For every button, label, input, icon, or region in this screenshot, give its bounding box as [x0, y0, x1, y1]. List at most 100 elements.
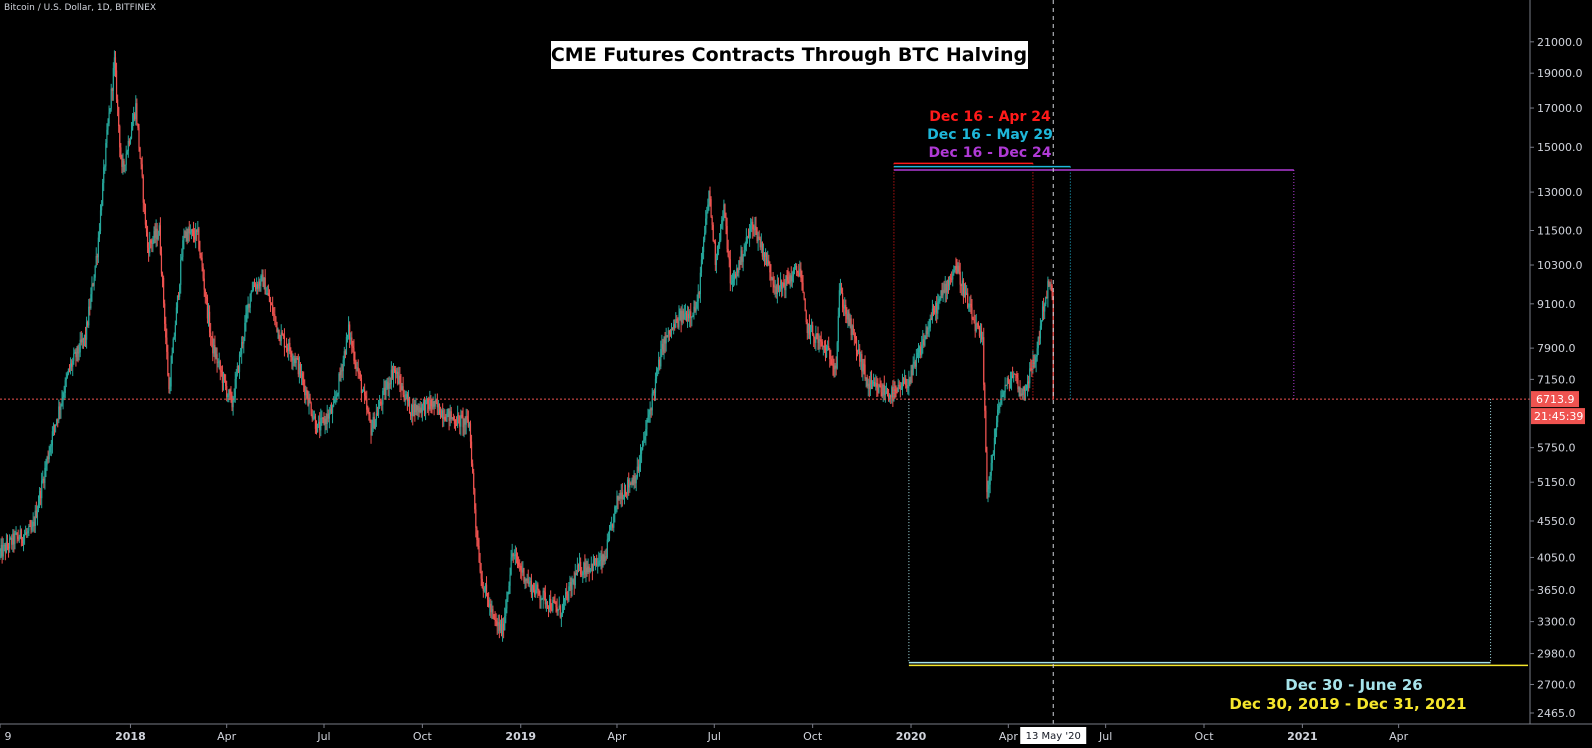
candle-body [765, 252, 767, 257]
candle-body [633, 475, 635, 486]
candle-body [17, 536, 19, 539]
candle-body [423, 401, 426, 414]
candle-body [227, 395, 229, 397]
candle-body [91, 284, 93, 295]
candle-body [867, 383, 869, 387]
candle-body [976, 323, 978, 325]
candle-body [526, 578, 528, 581]
candle-body [907, 386, 909, 389]
candle-body [726, 225, 728, 250]
candle-body [905, 378, 907, 386]
candle-body [963, 291, 966, 298]
candle-body [928, 327, 930, 329]
candle-body [1023, 386, 1025, 391]
candle-body [377, 408, 380, 416]
candle-body [884, 393, 886, 395]
candle-body [191, 229, 194, 231]
candle-body [333, 402, 335, 407]
candle-body [775, 286, 777, 294]
candle-body [807, 323, 809, 333]
candle-body [176, 295, 179, 308]
candle-body [46, 457, 48, 466]
candle-body [162, 277, 165, 304]
candle-body [838, 290, 840, 317]
candle-body [152, 239, 154, 245]
candle-body [131, 121, 134, 131]
candle-body [946, 280, 948, 293]
candle-body [866, 377, 868, 387]
candle-body [550, 598, 552, 610]
candle-body [777, 283, 780, 290]
candle-body [454, 423, 457, 425]
candle-body [79, 339, 81, 353]
candle-body [720, 224, 722, 241]
candle-body [207, 311, 210, 319]
candle-body [580, 561, 582, 575]
candle-body [355, 363, 357, 369]
time-axis[interactable]: 9 2018 Apr Jul Oct 2019 Apr Jul Oct 2020 Apr Jul Oct… [0, 723, 1592, 743]
candle-body [985, 410, 987, 452]
candle-body [895, 389, 897, 392]
candle-body [210, 332, 212, 337]
candle-body [229, 389, 231, 394]
candle-body [876, 383, 878, 388]
price-axis[interactable]: 21000.0 19000.0 17000.0 15000.0 13000.0 11500… [1529, 0, 1583, 724]
candle-body [160, 253, 163, 274]
candle-body [651, 393, 653, 411]
candle-body [182, 240, 184, 257]
candle-body [480, 571, 482, 579]
candle-body [880, 386, 882, 393]
candle-body [285, 346, 288, 348]
candle-body [1012, 375, 1014, 379]
candle-body [821, 341, 823, 347]
candle-body [546, 601, 549, 607]
candle-body [1025, 388, 1028, 390]
candle-body [219, 361, 221, 371]
candle-body [829, 350, 831, 359]
candle-body [601, 555, 603, 566]
candle-body [835, 365, 837, 369]
candle-body [1016, 374, 1018, 378]
candle-body [159, 225, 161, 254]
candle-body [927, 327, 929, 334]
candle-body [495, 619, 497, 622]
candle-body [733, 274, 736, 280]
candle-body [445, 420, 447, 422]
price-tick-label: 21000.0 [1537, 36, 1583, 49]
candle-body [585, 567, 587, 575]
candle-body [1038, 337, 1040, 339]
candle-body [503, 623, 505, 631]
time-tick-label: Oct [413, 730, 433, 743]
candle-body [185, 231, 187, 237]
candle-body [613, 513, 615, 528]
candle-body [433, 401, 435, 407]
candle-body [815, 334, 817, 343]
candle-body [486, 592, 489, 600]
candle-body [16, 532, 18, 537]
candle-body [1048, 281, 1050, 286]
candle-body [861, 354, 863, 372]
candle-body [549, 598, 551, 609]
candle-body [531, 585, 534, 595]
candle-body [267, 293, 269, 296]
candle-body [351, 337, 353, 347]
crosshair-date-label: 13 May '20 [1026, 731, 1081, 742]
candle-body [83, 334, 86, 340]
candle-body [791, 276, 793, 282]
candle-body [977, 323, 979, 328]
candle-body [618, 496, 620, 500]
candle-body [468, 423, 471, 427]
candle-body [175, 307, 178, 326]
candle-body [746, 236, 749, 238]
candle-body [434, 400, 436, 407]
candle-body [282, 335, 284, 337]
candle-body [281, 332, 283, 336]
price-tick-label: 13000.0 [1537, 186, 1583, 199]
candle-body [406, 394, 408, 402]
candle-body [156, 228, 158, 240]
candle-body [186, 231, 188, 242]
candle-body [634, 475, 636, 484]
candle-body [168, 375, 170, 389]
